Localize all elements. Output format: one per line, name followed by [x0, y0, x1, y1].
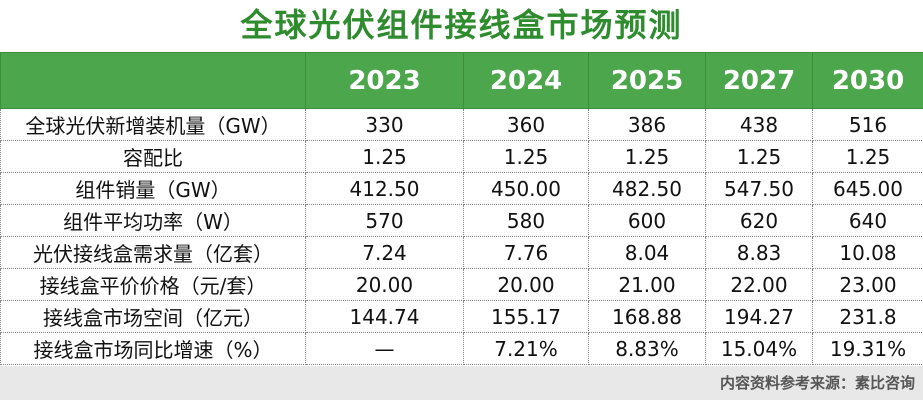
cell: 10.08: [812, 236, 923, 269]
header-cell: 2024: [463, 52, 589, 109]
cell: 600: [588, 204, 706, 237]
table-row: 光伏接线盒需求量（亿套） 7.24 7.76 8.04 8.83 10.08: [0, 236, 923, 269]
cell: 19.31%: [812, 332, 923, 365]
cell: 231.8: [812, 300, 923, 333]
table-row: 组件销量（GW） 412.50 450.00 482.50 547.50 645.00: [0, 172, 923, 205]
title: 全球光伏组件接线盒市场预测: [240, 6, 683, 44]
cell: 645.00: [812, 172, 923, 205]
cell: 640: [812, 204, 923, 237]
cell: 580: [463, 204, 589, 237]
row-label: 组件销量（GW）: [0, 172, 306, 205]
cell: 7.24: [305, 236, 464, 269]
cell: 412.50: [305, 172, 464, 205]
cell: 620: [705, 204, 813, 237]
header-row: 2023 2024 2025 2027 2030: [0, 52, 923, 109]
header-cell: 2030: [812, 52, 923, 109]
row-label: 全球光伏新增装机量（GW）: [0, 108, 306, 141]
cell: 1.25: [588, 140, 706, 173]
table-row: 组件平均功率（W） 570 580 600 620 640: [0, 204, 923, 237]
cell: 168.88: [588, 300, 706, 333]
table-row: 接线盒市场空间（亿元） 144.74 155.17 168.88 194.27 231.8: [0, 300, 923, 333]
cell: 144.74: [305, 300, 464, 333]
cell: 8.83%: [588, 332, 706, 365]
header-cell: 2027: [705, 52, 813, 109]
row-label: 接线盒平价价格（元/套）: [0, 268, 306, 301]
table-row: 全球光伏新增装机量（GW） 330 360 386 438 516: [0, 108, 923, 141]
cell: 570: [305, 204, 464, 237]
cell: 360: [463, 108, 589, 141]
cell: 8.83: [705, 236, 813, 269]
header-cell: [0, 52, 306, 109]
table-row: 容配比 1.25 1.25 1.25 1.25 1.25: [0, 140, 923, 173]
row-label: 光伏接线盒需求量（亿套）: [0, 236, 306, 269]
cell: 1.25: [705, 140, 813, 173]
cell: 20.00: [305, 268, 464, 301]
cell: 8.04: [588, 236, 706, 269]
cell: 516: [812, 108, 923, 141]
cell: 1.25: [305, 140, 464, 173]
cell: 22.00: [705, 268, 813, 301]
cell: 547.50: [705, 172, 813, 205]
forecast-table: 2023 2024 2025 2027 2030 全球光伏新增装机量（GW） 330 360…: [0, 52, 923, 365]
header-cell: 2025: [588, 52, 706, 109]
footer: 内容资料参考来源：素比咨询: [0, 366, 923, 400]
cell: 330: [305, 108, 464, 141]
cell: 386: [588, 108, 706, 141]
cell: —: [305, 332, 464, 365]
row-label: 容配比: [0, 140, 306, 173]
cell: 450.00: [463, 172, 589, 205]
cell: 21.00: [588, 268, 706, 301]
row-label: 接线盒市场空间（亿元）: [0, 300, 306, 333]
cell: 1.25: [812, 140, 923, 173]
table-row: 接线盒市场同比增速（%） —7.21% 8.83% 15.04% 19.31%: [0, 332, 923, 365]
cell: 194.27: [705, 300, 813, 333]
cell: 20.00: [463, 268, 589, 301]
row-label: 接线盒市场同比增速（%）: [0, 332, 306, 365]
cell: 7.21%: [463, 332, 589, 365]
row-label: 组件平均功率（W）: [0, 204, 306, 237]
cell: 1.25: [463, 140, 589, 173]
cell: 482.50: [588, 172, 706, 205]
header-cell: 2023: [305, 52, 464, 109]
cell: 15.04%: [705, 332, 813, 365]
cell: 155.17: [463, 300, 589, 333]
cell: 7.76: [463, 236, 589, 269]
cell: 23.00: [812, 268, 923, 301]
table-row: 接线盒平价价格（元/套） 20.00 20.00 21.00 22.00 23.00: [0, 268, 923, 301]
cell: 438: [705, 108, 813, 141]
